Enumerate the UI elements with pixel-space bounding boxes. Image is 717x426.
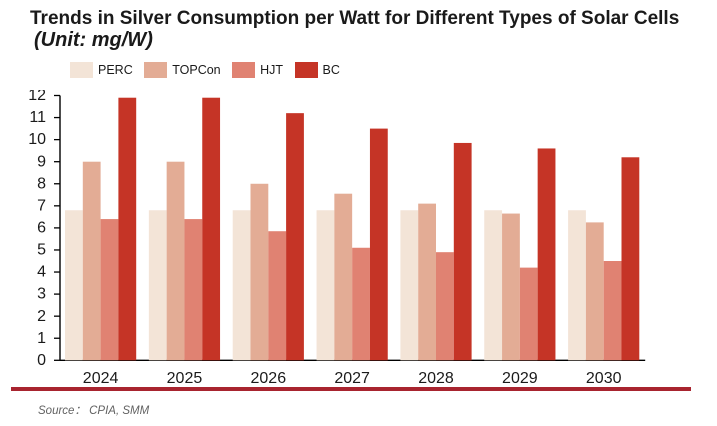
svg-text:2026: 2026 (251, 370, 287, 387)
svg-text:2030: 2030 (586, 370, 622, 387)
svg-text:11: 11 (29, 109, 46, 126)
svg-text:2024: 2024 (83, 370, 119, 387)
svg-text:2: 2 (37, 308, 46, 325)
svg-text:2027: 2027 (334, 370, 370, 387)
svg-text:12: 12 (28, 90, 46, 104)
svg-text:10: 10 (28, 131, 46, 148)
svg-text:9: 9 (37, 153, 46, 170)
svg-text:2025: 2025 (167, 370, 203, 387)
svg-text:1: 1 (37, 330, 46, 347)
svg-text:2028: 2028 (418, 370, 454, 387)
svg-text:3: 3 (37, 286, 46, 303)
svg-text:2029: 2029 (502, 370, 538, 387)
svg-text:0: 0 (37, 352, 46, 369)
svg-text:6: 6 (37, 220, 46, 237)
svg-text:8: 8 (37, 175, 46, 192)
svg-text:5: 5 (37, 242, 46, 259)
svg-text:4: 4 (37, 264, 46, 281)
svg-text:7: 7 (37, 197, 46, 214)
